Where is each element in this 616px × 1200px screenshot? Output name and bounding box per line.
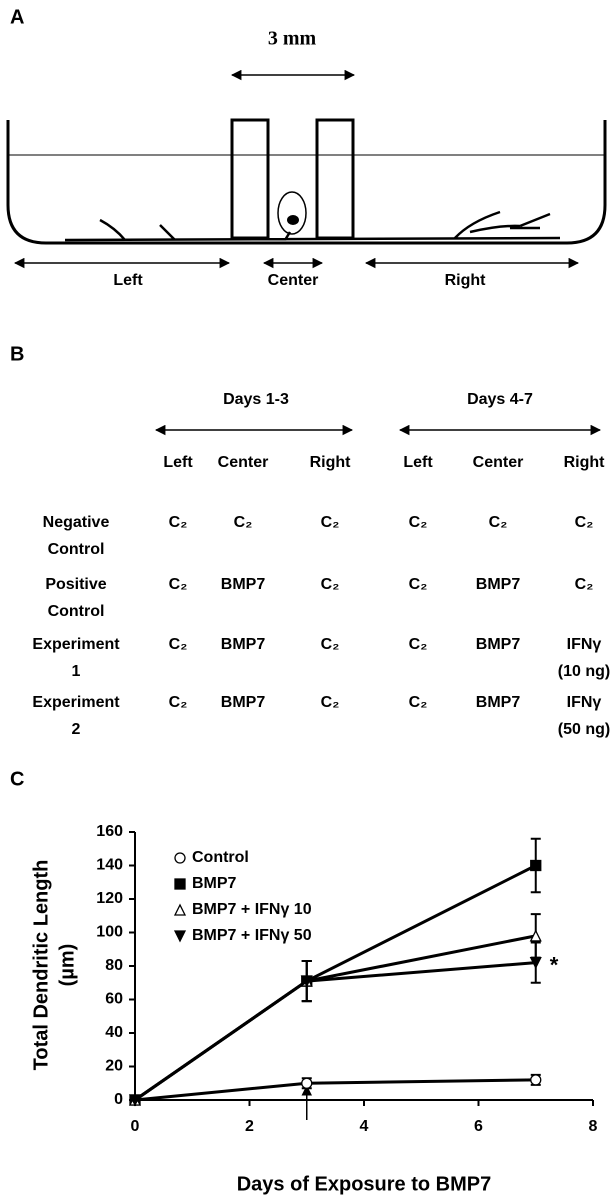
y-tick-label: 120 [96, 890, 123, 907]
row-label: Experiment [32, 636, 120, 653]
y-tick-label: 80 [105, 957, 123, 974]
x-tick-label: 8 [589, 1118, 598, 1135]
cell: C₂ [321, 694, 340, 711]
row-label: Experiment [32, 694, 120, 711]
y-tick-label: 160 [96, 823, 123, 840]
y-tick-label: 0 [114, 1091, 123, 1108]
column-header: Left [403, 454, 433, 471]
row-label: Control [48, 603, 105, 620]
x-tick-label: 0 [131, 1118, 140, 1135]
panel-label: C [10, 768, 24, 790]
cell: C₂ [575, 576, 594, 593]
cell: C₂ [234, 514, 253, 531]
data-point [128, 1094, 142, 1107]
panel-label: A [10, 6, 24, 28]
barrier [315, 118, 355, 240]
cell: (10 ng) [558, 663, 610, 680]
legend-label: Control [192, 849, 249, 866]
y-tick-label: 100 [96, 924, 123, 941]
cell: C₂ [575, 514, 594, 531]
column-header: Center [218, 454, 269, 471]
legend-label: BMP7 + IFNγ 50 [192, 927, 312, 944]
cell: BMP7 [221, 636, 266, 653]
data-point [529, 929, 542, 942]
x-axis-label: Days of Exposure to BMP7 [237, 1173, 492, 1195]
legend-marker [174, 878, 186, 890]
cell: C₂ [409, 636, 428, 653]
data-point [530, 1074, 542, 1086]
cell: C₂ [409, 514, 428, 531]
cell: C₂ [169, 694, 188, 711]
data-point [530, 859, 542, 872]
y-axis-label: Total Dendritic Length [30, 860, 52, 1071]
legend-marker [174, 852, 186, 864]
nucleus [287, 215, 299, 225]
row-label: 1 [72, 663, 81, 680]
y-tick-label: 40 [105, 1024, 123, 1041]
cell: BMP7 [476, 636, 521, 653]
cell: BMP7 [221, 694, 266, 711]
legend-marker [173, 903, 187, 916]
cell: (50 ng) [558, 721, 610, 738]
data-point [301, 1077, 313, 1089]
annotation: * [550, 952, 559, 977]
cell: C₂ [489, 514, 508, 531]
barrier [230, 118, 270, 240]
column-header: Right [310, 454, 352, 471]
data-point [300, 975, 313, 988]
cell: C₂ [409, 576, 428, 593]
cell: IFNγ [567, 636, 602, 653]
cell: IFNγ [567, 694, 602, 711]
column-header: Right [564, 454, 606, 471]
series-line [134, 1078, 536, 1102]
row-label: Negative [43, 514, 110, 531]
legend-label: BMP7 [192, 875, 237, 892]
legend-label: BMP7 + IFNγ 10 [192, 901, 312, 918]
region-label: Left [113, 272, 143, 289]
data-point [529, 957, 542, 970]
cell: BMP7 [221, 576, 266, 593]
cell-body [277, 191, 307, 235]
x-tick-label: 2 [245, 1118, 254, 1135]
region-label: Right [445, 272, 487, 289]
cell: C₂ [409, 694, 428, 711]
column-header: Left [163, 454, 193, 471]
column-header: Center [473, 454, 524, 471]
cell: C₂ [169, 636, 188, 653]
dish [6, 120, 607, 245]
neurites [64, 210, 561, 242]
cell: C₂ [321, 636, 340, 653]
row-label: 2 [72, 721, 81, 738]
x-tick-label: 6 [474, 1118, 483, 1135]
series-line [134, 934, 537, 1102]
cell: BMP7 [476, 694, 521, 711]
cell: C₂ [169, 514, 188, 531]
row-label: Control [48, 541, 105, 558]
cell: C₂ [321, 514, 340, 531]
cell: C₂ [169, 576, 188, 593]
region-label: Center [268, 272, 319, 289]
scale-label: 3 mm [268, 28, 317, 50]
period-label: Days 1-3 [223, 391, 289, 408]
panel-label: B [10, 343, 24, 365]
y-axis-label: (µm) [56, 944, 78, 987]
y-tick-label: 60 [105, 991, 123, 1008]
period-label: Days 4-7 [467, 391, 533, 408]
row-label: Positive [45, 576, 106, 593]
cell: C₂ [321, 576, 340, 593]
legend-marker [173, 930, 187, 943]
y-tick-label: 20 [105, 1058, 123, 1075]
cell: BMP7 [476, 576, 521, 593]
y-tick-label: 140 [96, 857, 123, 874]
x-tick-label: 4 [360, 1118, 369, 1135]
